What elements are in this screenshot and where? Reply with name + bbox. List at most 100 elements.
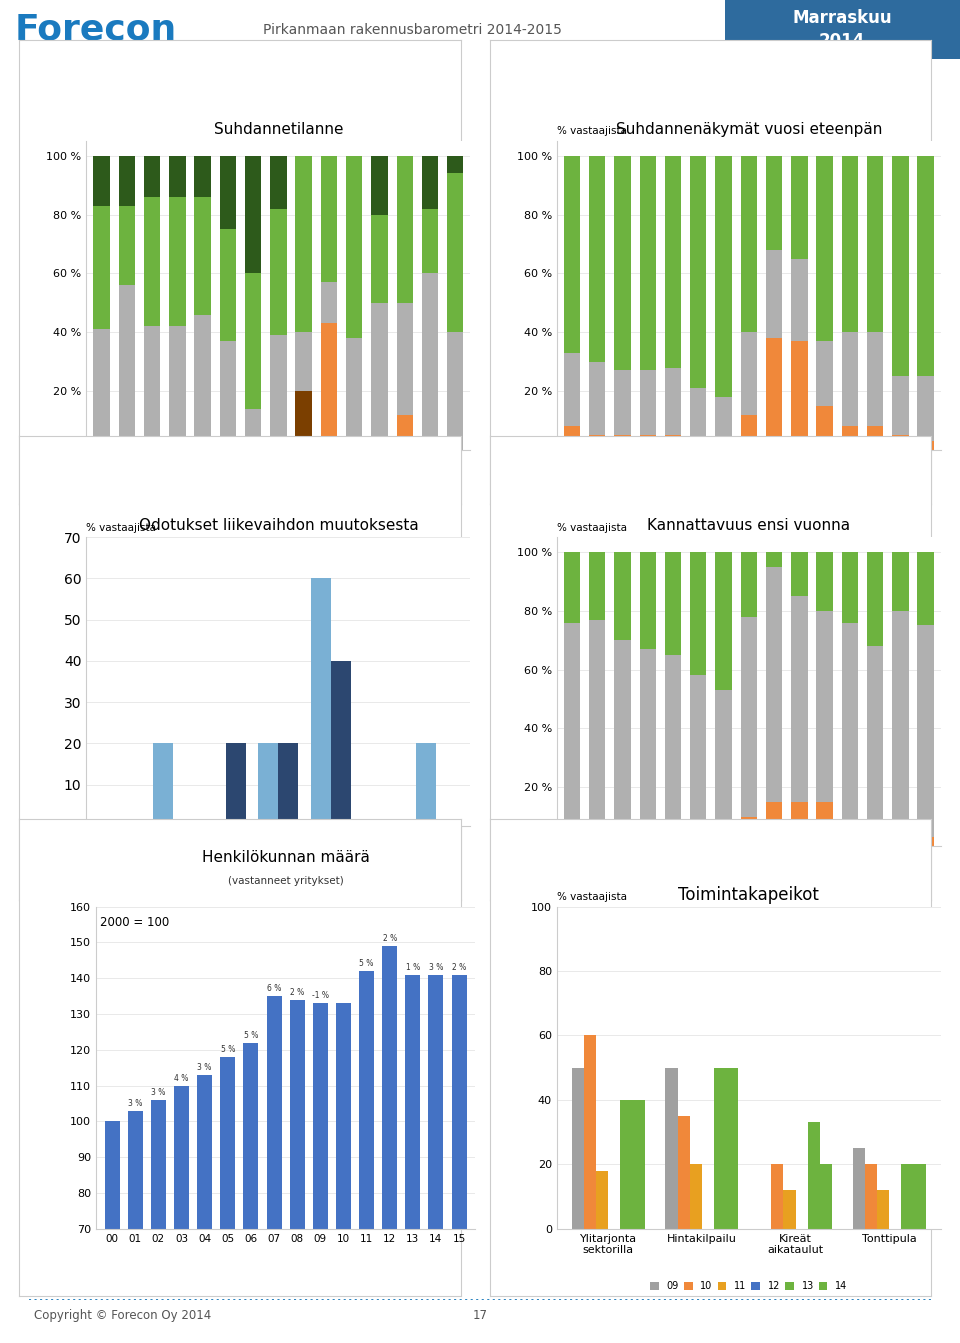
- Bar: [766, 156, 782, 250]
- Bar: [791, 156, 807, 259]
- Bar: [245, 156, 261, 274]
- Bar: [665, 1068, 678, 1229]
- Text: % vastaajista: % vastaajista: [86, 522, 156, 533]
- Bar: [346, 156, 363, 338]
- Bar: [715, 837, 732, 846]
- Bar: [396, 415, 413, 450]
- Bar: [766, 552, 782, 567]
- Bar: [791, 596, 807, 802]
- Bar: [417, 744, 436, 826]
- Bar: [614, 552, 631, 641]
- Title: Odotukset liikevaihdon muutoksesta: Odotukset liikevaihdon muutoksesta: [138, 518, 419, 533]
- Bar: [665, 156, 682, 368]
- Bar: [244, 1042, 258, 1343]
- Text: 4 %: 4 %: [175, 1073, 189, 1082]
- Bar: [270, 156, 287, 208]
- Bar: [321, 282, 337, 324]
- Bar: [421, 274, 438, 450]
- Bar: [690, 388, 707, 441]
- Text: 3 %: 3 %: [128, 1099, 142, 1108]
- Text: 2000 = 100: 2000 = 100: [100, 916, 169, 929]
- Bar: [816, 611, 833, 802]
- Legend: Heikkenee, Pysyy ennallaan, Paranee: Heikkenee, Pysyy ennallaan, Paranee: [626, 496, 872, 513]
- Text: Pirkanmaan rakennusbarometri 2014-2015: Pirkanmaan rakennusbarometri 2014-2015: [263, 23, 563, 36]
- Bar: [665, 368, 682, 435]
- Text: Copyright © Forecon Oy 2014: Copyright © Forecon Oy 2014: [34, 1308, 211, 1322]
- Bar: [791, 341, 807, 450]
- Bar: [715, 690, 732, 837]
- Bar: [918, 156, 934, 376]
- Bar: [220, 1057, 235, 1343]
- Text: % vastaajista: % vastaajista: [557, 892, 627, 901]
- Bar: [313, 1003, 327, 1343]
- Bar: [564, 353, 580, 426]
- Bar: [194, 314, 211, 450]
- Bar: [807, 1123, 820, 1229]
- Bar: [690, 676, 707, 837]
- Bar: [725, 0, 960, 59]
- Text: % vastaajista: % vastaajista: [557, 126, 627, 137]
- Bar: [816, 802, 833, 846]
- Bar: [918, 626, 934, 837]
- Bar: [144, 326, 160, 450]
- Bar: [791, 802, 807, 846]
- Text: Kiinteistöala: Kiinteistöala: [35, 78, 155, 97]
- Text: 2 %: 2 %: [290, 987, 304, 997]
- Bar: [865, 1164, 877, 1229]
- Bar: [245, 274, 261, 408]
- Bar: [867, 822, 883, 846]
- Bar: [690, 837, 707, 846]
- Bar: [892, 435, 908, 450]
- Bar: [93, 329, 109, 450]
- Bar: [447, 173, 464, 332]
- Bar: [690, 156, 707, 388]
- Bar: [690, 552, 707, 676]
- Bar: [867, 426, 883, 450]
- Bar: [714, 1068, 727, 1229]
- Bar: [892, 831, 908, 846]
- Bar: [321, 156, 337, 282]
- Bar: [842, 426, 858, 450]
- Bar: [128, 1111, 143, 1343]
- Bar: [596, 1171, 609, 1229]
- Text: 1 %: 1 %: [406, 963, 420, 972]
- Bar: [867, 552, 883, 646]
- Text: -1 %: -1 %: [312, 991, 328, 1001]
- Bar: [842, 332, 858, 426]
- Bar: [331, 661, 351, 826]
- Bar: [564, 822, 580, 846]
- Bar: [715, 156, 732, 398]
- Text: 5 %: 5 %: [359, 959, 373, 968]
- Bar: [372, 215, 388, 302]
- Bar: [690, 1164, 702, 1229]
- Bar: [220, 156, 236, 230]
- Bar: [892, 376, 908, 435]
- Bar: [740, 156, 757, 332]
- Bar: [842, 552, 858, 623]
- Bar: [396, 156, 413, 302]
- Bar: [639, 435, 656, 450]
- Text: Forecon: Forecon: [14, 12, 177, 47]
- Bar: [296, 332, 312, 391]
- Bar: [169, 156, 185, 197]
- Bar: [614, 435, 631, 450]
- Bar: [421, 208, 438, 274]
- Text: 5 %: 5 %: [244, 1030, 258, 1039]
- Bar: [740, 817, 757, 846]
- Bar: [918, 837, 934, 846]
- Bar: [372, 156, 388, 215]
- Bar: [382, 945, 397, 1343]
- Text: 3 %: 3 %: [429, 963, 444, 972]
- Bar: [766, 338, 782, 450]
- Text: 2 %: 2 %: [452, 963, 467, 972]
- Bar: [589, 361, 606, 435]
- Bar: [842, 623, 858, 822]
- Bar: [197, 1074, 212, 1343]
- Bar: [396, 302, 413, 415]
- Text: 3 %: 3 %: [152, 1088, 166, 1097]
- Text: 2 %: 2 %: [382, 933, 396, 943]
- Bar: [296, 391, 312, 450]
- Title: Toimintakapeikot: Toimintakapeikot: [679, 885, 819, 904]
- Bar: [447, 156, 464, 173]
- Bar: [867, 646, 883, 822]
